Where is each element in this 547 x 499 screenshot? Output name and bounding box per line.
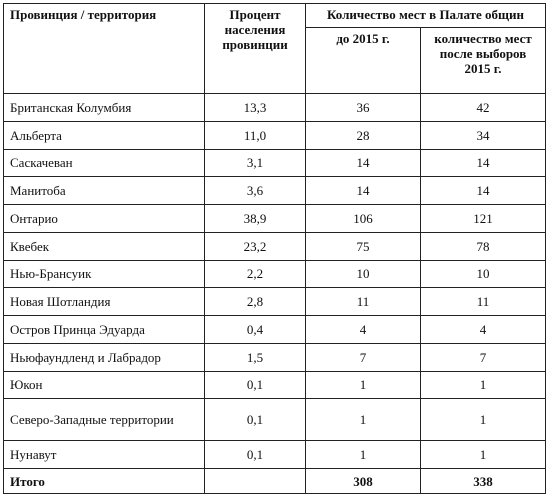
table-row: Нью-Брансуик 2,2 10 10 [3,259,546,289]
seats-after-2015: 1 [420,440,546,470]
table-row: Саскачеван 3,1 14 14 [3,148,546,178]
population-percent: 38,9 [204,204,306,233]
province-name: Нью-Брансуик [3,259,205,289]
seats-after-2015: 1 [420,370,546,400]
table-row: Ньюфаундленд и Лабрадор 1,5 7 7 [3,342,546,372]
seats-before-2015: 7 [305,342,421,372]
population-percent: 0,1 [204,370,306,400]
header-seats-after-2015: количество мест после выборов 2015 г. [420,27,546,94]
seats-before-2015: 106 [305,204,421,233]
province-name: Ньюфаундленд и Лабрадор [3,342,205,372]
seats-before-2015: 14 [305,148,421,178]
seats-before-2015: 11 [305,287,421,316]
population-percent: 0,1 [204,398,306,442]
seats-before-2015: 75 [305,231,421,261]
province-name: Альберта [3,120,205,150]
province-name: Новая Шотландия [3,287,205,316]
seats-before-2015: 1 [305,398,421,442]
seats-after-2015: 14 [420,148,546,178]
table-row: Онтарио 38,9 106 121 [3,204,546,233]
population-percent: 3,1 [204,148,306,178]
seats-before-2015: 36 [305,93,421,122]
total-row: Итого 308 338 [3,468,546,494]
province-name: Юкон [3,370,205,400]
population-percent: 2,2 [204,259,306,289]
province-name: Северо-Западные территории [3,398,205,442]
seats-after-2015: 11 [420,287,546,316]
seats-after-2015: 1 [420,398,546,442]
table-row: Остров Принца Эдуарда 0,4 4 4 [3,315,546,344]
header-seats-before-2015: до 2015 г. [305,27,421,94]
table-row: Британская Колумбия 13,3 36 42 [3,93,546,122]
province-name: Остров Принца Эдуарда [3,315,205,344]
seats-after-2015: 121 [420,204,546,233]
population-percent: 0,4 [204,315,306,344]
table-row: Новая Шотландия 2,8 11 11 [3,287,546,316]
seats-after-2015: 78 [420,231,546,261]
province-name: Британская Колумбия [3,93,205,122]
population-percent: 11,0 [204,120,306,150]
header-population-percent: Процент населения провинции [204,3,306,94]
seats-before-2015: 1 [305,440,421,470]
table-row: Альберта 11,0 28 34 [3,120,546,150]
table-row: Квебек 23,2 75 78 [3,231,546,261]
table-row: Нунавут 0,1 1 1 [3,440,546,470]
table-row: Северо-Западные территории 0,1 1 1 [3,398,546,442]
population-percent: 2,8 [204,287,306,316]
seats-before-2015: 14 [305,176,421,205]
province-name: Саскачеван [3,148,205,178]
seats-after-2015: 34 [420,120,546,150]
province-name: Онтарио [3,204,205,233]
population-percent: 0,1 [204,440,306,470]
seats-table: Провинция / территория Процент населения… [3,3,546,494]
header-province: Провинция / территория [3,3,205,94]
population-percent: 3,6 [204,176,306,205]
seats-before-2015: 4 [305,315,421,344]
total-population-percent [204,468,306,494]
seats-after-2015: 14 [420,176,546,205]
seats-before-2015: 1 [305,370,421,400]
seats-before-2015: 28 [305,120,421,150]
population-percent: 23,2 [204,231,306,261]
seats-after-2015: 4 [420,315,546,344]
total-seats-after-2015: 338 [420,468,546,494]
province-name: Нунавут [3,440,205,470]
table-row: Юкон 0,1 1 1 [3,370,546,400]
total-seats-before-2015: 308 [305,468,421,494]
seats-after-2015: 7 [420,342,546,372]
table-row: Манитоба 3,6 14 14 [3,176,546,205]
header-seats-group: Количество мест в Палате общин [305,3,546,28]
province-name: Манитоба [3,176,205,205]
population-percent: 1,5 [204,342,306,372]
seats-before-2015: 10 [305,259,421,289]
total-label: Итого [3,468,205,494]
province-name: Квебек [3,231,205,261]
population-percent: 13,3 [204,93,306,122]
seats-after-2015: 42 [420,93,546,122]
seats-after-2015: 10 [420,259,546,289]
